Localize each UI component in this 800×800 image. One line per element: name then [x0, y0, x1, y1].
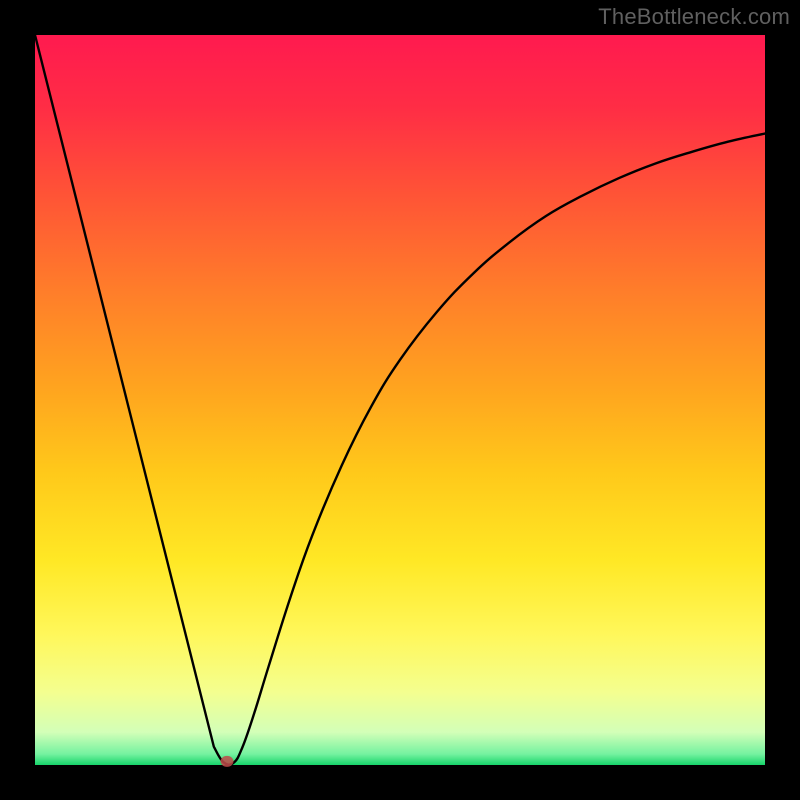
chart-frame: TheBottleneck.com: [0, 0, 800, 800]
plot-background: [35, 35, 765, 765]
minimum-marker: [220, 756, 233, 767]
bottleneck-chart: [0, 0, 800, 800]
watermark-text: TheBottleneck.com: [598, 4, 790, 30]
